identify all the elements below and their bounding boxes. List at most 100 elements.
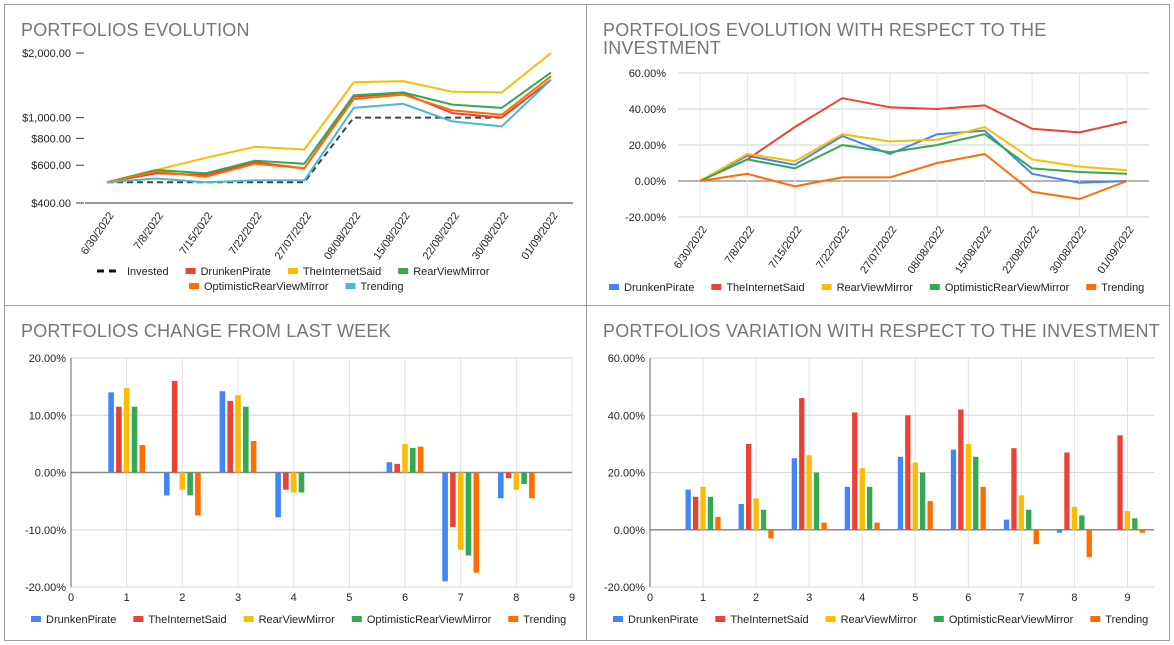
bar xyxy=(442,472,448,582)
bar xyxy=(1071,506,1078,530)
legend-swatch xyxy=(711,284,722,290)
bar xyxy=(123,387,130,473)
series-line xyxy=(106,52,552,184)
series-line xyxy=(699,126,1128,182)
bar xyxy=(905,415,911,530)
x-tick-label: 6 xyxy=(965,592,971,604)
bar xyxy=(897,456,904,530)
y-tick-label: -20.00% xyxy=(604,582,645,594)
y-tick-label: 20.00% xyxy=(629,140,667,152)
bar xyxy=(195,472,201,516)
x-tick-label: 1 xyxy=(700,592,706,604)
bar xyxy=(450,472,456,527)
x-tick-label: 8 xyxy=(513,592,519,604)
bar xyxy=(131,406,138,473)
change-from-last-week-panel: PORTFOLIOS CHANGE FROM LAST WEEK -20.00%… xyxy=(4,305,587,641)
x-tick-label: 7/8/2022 xyxy=(723,224,757,266)
series-line xyxy=(699,133,1128,182)
y-tick-label: 0.00% xyxy=(635,176,666,188)
bar xyxy=(821,522,827,530)
portfolios-evolution-panel: PORTFOLIOS EVOLUTION $400.00 $600.00 $800.… xyxy=(4,4,587,306)
bar xyxy=(852,412,858,530)
bar xyxy=(386,462,393,473)
portfolios-evolution-chart: $400.00 $600.00 $800.00 $1,000.00 $2,000.00 6… xyxy=(22,48,573,293)
variation-vs-investment-chart: -20.00% 0.00% 20.00% 40.00% 60.00% 0 1 2 3 4 5 6 7 8 9… xyxy=(604,353,1154,626)
bar xyxy=(521,472,527,484)
legend-swatch xyxy=(929,284,940,290)
x-tick-label: 15/08/2022 xyxy=(371,210,412,262)
x-tick-label: 9 xyxy=(569,592,575,604)
bar xyxy=(187,472,193,496)
bar xyxy=(1011,448,1017,530)
bar xyxy=(1033,529,1039,545)
legend-label: RearViewMirror xyxy=(259,614,336,626)
bar xyxy=(753,498,759,530)
x-tick-label: 22/08/2022 xyxy=(1000,224,1041,276)
legend-label: Invested xyxy=(127,266,169,278)
bar xyxy=(298,472,305,493)
bar xyxy=(799,398,805,530)
series-line xyxy=(699,129,1128,184)
y-tick-label: 60.00% xyxy=(629,68,667,80)
x-tick-label: 15/08/2022 xyxy=(953,224,994,276)
legend-swatch xyxy=(508,616,519,622)
bar xyxy=(457,472,464,550)
evolution-vs-investment-panel: PORTFOLIOS EVOLUTION WITH RESPECT TO THE… xyxy=(586,4,1170,306)
legend-swatch xyxy=(1090,616,1101,622)
bar xyxy=(529,472,535,499)
y-tick-label: 20.00% xyxy=(608,468,646,480)
bar xyxy=(1132,518,1138,530)
legend-label: TheInternetSaid xyxy=(148,614,226,626)
bar xyxy=(806,455,812,530)
series-line xyxy=(106,75,552,184)
bar xyxy=(738,504,744,530)
legend-swatch xyxy=(821,284,832,290)
bar xyxy=(171,380,178,473)
x-tick-label: 7/22/2022 xyxy=(227,210,265,257)
legend-swatch xyxy=(613,616,623,622)
legend-label: TheInternetSaid xyxy=(730,614,808,626)
legend-swatch xyxy=(243,616,254,622)
bar xyxy=(394,463,400,473)
y-tick-label: 0.00% xyxy=(614,525,645,537)
x-tick-label: 7 xyxy=(458,592,464,604)
series-line xyxy=(106,71,552,184)
legend-swatch xyxy=(287,268,298,274)
y-tick-label: -20.00% xyxy=(625,212,666,224)
bar xyxy=(980,486,986,530)
bar xyxy=(965,443,971,530)
x-tick-label: 5 xyxy=(912,592,918,604)
bar xyxy=(715,516,721,530)
chart-title: PORTFOLIOS CHANGE FROM LAST WEEK xyxy=(21,321,391,341)
change-from-last-week-chart: -20.00% -10.00% 0.00% 10.00% 20.00% 0 1 2 3 4 5 6 7 8… xyxy=(25,353,575,626)
bar xyxy=(844,486,850,530)
x-tick-label: 6 xyxy=(402,592,408,604)
bar xyxy=(1086,529,1092,557)
x-tick-label: 2 xyxy=(753,592,759,604)
bar xyxy=(498,472,504,499)
y-tick-label: $800.00 xyxy=(31,133,71,145)
bar xyxy=(179,472,186,490)
legend-swatch xyxy=(1086,284,1097,290)
x-tick-label: 30/08/2022 xyxy=(1048,224,1089,276)
legend-label: RearViewMirror xyxy=(837,282,914,294)
y-tick-label: $400.00 xyxy=(31,198,71,210)
legend-label: OptimisticRearViewMirror xyxy=(204,281,329,293)
legend-swatch xyxy=(825,616,836,622)
bar xyxy=(920,472,926,530)
legend-label: Trending xyxy=(1105,614,1148,626)
legend-swatch xyxy=(609,284,619,290)
x-tick-label: 7/8/2022 xyxy=(132,210,166,252)
chart-title: PORTFOLIOS VARIATION WITH RESPECT TO THE… xyxy=(603,321,1160,341)
x-tick-label: 01/09/2022 xyxy=(519,210,560,262)
bar xyxy=(116,406,122,473)
bar xyxy=(513,472,520,490)
bar xyxy=(243,406,249,473)
bar xyxy=(275,472,281,518)
bar xyxy=(283,472,289,490)
y-tick-label: 40.00% xyxy=(629,104,667,116)
legend-label: RearViewMirror xyxy=(413,266,490,278)
x-tick-label: 5 xyxy=(346,592,352,604)
legend-label: OptimisticRearViewMirror xyxy=(367,614,492,626)
x-tick-label: 7/22/2022 xyxy=(814,224,852,271)
